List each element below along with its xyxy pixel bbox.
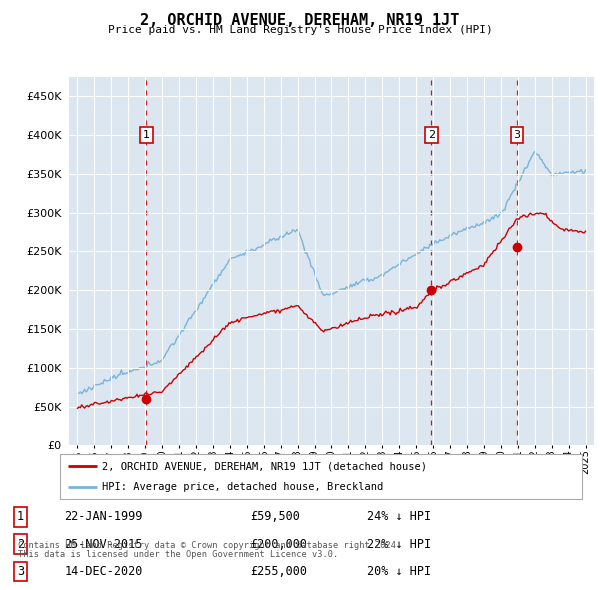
Text: 1: 1 (143, 130, 150, 140)
Text: Contains HM Land Registry data © Crown copyright and database right 2024.: Contains HM Land Registry data © Crown c… (18, 541, 401, 550)
Text: £59,500: £59,500 (250, 510, 301, 523)
Text: 25-NOV-2015: 25-NOV-2015 (64, 537, 143, 551)
Text: 2, ORCHID AVENUE, DEREHAM, NR19 1JT: 2, ORCHID AVENUE, DEREHAM, NR19 1JT (140, 13, 460, 28)
Text: 2: 2 (17, 537, 24, 551)
Text: 24% ↓ HPI: 24% ↓ HPI (367, 510, 431, 523)
Text: 3: 3 (514, 130, 520, 140)
Text: £255,000: £255,000 (250, 565, 307, 578)
Text: Price paid vs. HM Land Registry's House Price Index (HPI): Price paid vs. HM Land Registry's House … (107, 25, 493, 35)
FancyBboxPatch shape (60, 454, 582, 499)
Text: 3: 3 (17, 565, 24, 578)
Text: This data is licensed under the Open Government Licence v3.0.: This data is licensed under the Open Gov… (18, 550, 338, 559)
Text: 22% ↓ HPI: 22% ↓ HPI (367, 537, 431, 551)
Text: 20% ↓ HPI: 20% ↓ HPI (367, 565, 431, 578)
Text: 22-JAN-1999: 22-JAN-1999 (64, 510, 143, 523)
Text: 2: 2 (428, 130, 435, 140)
Text: 2, ORCHID AVENUE, DEREHAM, NR19 1JT (detached house): 2, ORCHID AVENUE, DEREHAM, NR19 1JT (det… (102, 461, 427, 471)
Text: 1: 1 (17, 510, 24, 523)
Text: HPI: Average price, detached house, Breckland: HPI: Average price, detached house, Brec… (102, 481, 383, 491)
Text: 14-DEC-2020: 14-DEC-2020 (64, 565, 143, 578)
Text: £200,000: £200,000 (250, 537, 307, 551)
